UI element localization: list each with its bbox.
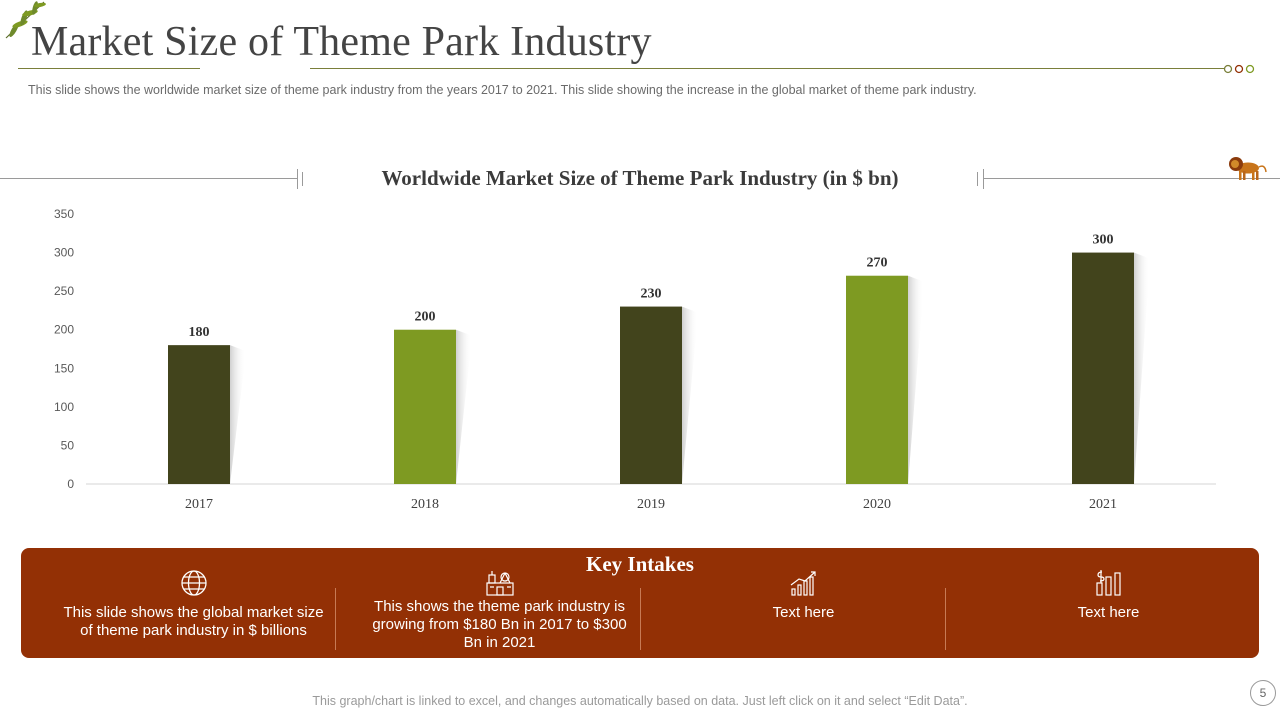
x-tick-label: 2017 [185, 497, 213, 512]
key-intake-divider [945, 588, 946, 650]
footer-note: This graph/chart is linked to excel, and… [312, 694, 968, 708]
key-intake-text: This slide shows the global market size … [63, 604, 324, 639]
x-tick-label: 2020 [863, 497, 891, 512]
key-intake-item: This shows the theme park industry is gr… [347, 566, 652, 654]
key-intakes-panel: Key Intakes This slide shows the global … [21, 548, 1259, 658]
y-tick-label: 200 [54, 323, 74, 337]
data-label: 300 [1093, 233, 1114, 248]
key-intake-divider [335, 588, 336, 650]
bar-shadow [230, 345, 246, 484]
y-tick-label: 250 [54, 284, 74, 298]
bar [168, 345, 230, 484]
key-intake-divider [640, 588, 641, 650]
x-tick-label: 2021 [1089, 497, 1117, 512]
y-tick-label: 350 [54, 207, 74, 221]
data-label: 200 [415, 310, 436, 325]
growth-chart-icon [790, 571, 816, 596]
globe-icon [180, 570, 207, 596]
x-tick-label: 2018 [411, 497, 439, 512]
data-label: 270 [867, 256, 888, 271]
bar-shadow [1134, 252, 1150, 484]
key-intake-item: This slide shows the global market size … [41, 566, 346, 654]
y-tick-label: 0 [67, 477, 74, 491]
chart-header-tick [977, 172, 978, 186]
leaf-icon [5, 1, 46, 39]
page-title: Market Size of Theme Park Industry [31, 19, 652, 65]
y-tick-label: 150 [54, 361, 74, 375]
bar [620, 306, 682, 484]
bar-shadow [908, 275, 924, 484]
money-bars-icon [1095, 570, 1121, 596]
theme-park-icon [485, 571, 514, 596]
chart-header-line-left [0, 178, 298, 179]
page-number: 5 [1250, 680, 1276, 706]
bar [394, 329, 456, 484]
slide-subtitle: This slide shows the worldwide market si… [28, 83, 977, 97]
y-tick-label: 50 [61, 438, 75, 452]
key-intake-item: Text here [651, 566, 956, 654]
bar-shadow [456, 329, 472, 484]
key-intake-text: This shows the theme park industry is gr… [372, 598, 627, 651]
chart-header-line-right [984, 178, 1280, 179]
key-intake-item: Text here [956, 566, 1261, 654]
chart-title: Worldwide Market Size of Theme Park Indu… [381, 166, 899, 190]
chart-header-tick [302, 172, 303, 186]
data-label: 230 [641, 287, 662, 302]
key-intakes-title: Key Intakes [586, 552, 694, 576]
bar [1072, 252, 1134, 484]
chart-header-tick [297, 169, 298, 189]
title-divider [18, 68, 1224, 69]
bar [846, 275, 908, 484]
x-tick-label: 2019 [637, 497, 665, 512]
chart-header-tick [983, 169, 984, 189]
data-label: 180 [189, 325, 210, 340]
bar-shadow [682, 306, 698, 484]
y-tick-label: 300 [54, 246, 74, 260]
key-intake-text: Text here [772, 604, 835, 621]
key-intake-text: Text here [1077, 604, 1140, 621]
lion-icon [1229, 157, 1267, 180]
bar-chart: 0 50 100 150 200 250 300 350 180 2017 200 2018 230 2… [54, 207, 1216, 512]
title-divider-gap [200, 67, 310, 70]
ornament-dots-icon [1223, 64, 1255, 74]
y-tick-label: 100 [54, 400, 74, 414]
